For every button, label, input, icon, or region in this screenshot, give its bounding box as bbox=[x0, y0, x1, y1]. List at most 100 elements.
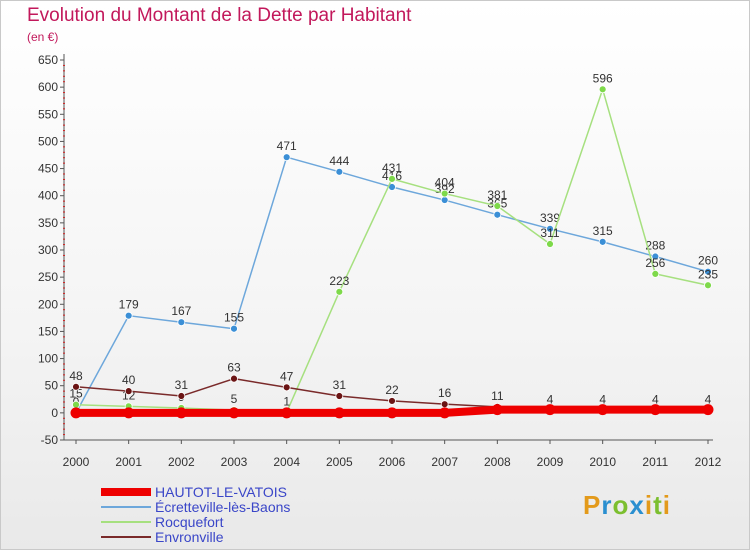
data-point bbox=[651, 269, 660, 278]
y-tick-label: 400 bbox=[38, 189, 58, 203]
data-point bbox=[440, 189, 449, 198]
y-tick-label: 550 bbox=[38, 107, 58, 121]
data-label: 31 bbox=[333, 378, 347, 392]
data-point bbox=[386, 407, 398, 419]
data-label: 311 bbox=[540, 226, 559, 240]
data-label: 5 bbox=[231, 392, 238, 406]
x-tick-label: 2000 bbox=[63, 455, 90, 469]
data-label: 16 bbox=[438, 386, 452, 400]
data-point bbox=[333, 407, 345, 419]
chart-title: Evolution du Montant de la Dette par Hab… bbox=[27, 5, 412, 26]
data-label: 15 bbox=[69, 387, 83, 401]
data-label: 404 bbox=[435, 176, 455, 190]
data-point bbox=[282, 383, 291, 392]
data-point bbox=[651, 252, 660, 261]
data-label: 431 bbox=[382, 161, 402, 175]
data-point bbox=[124, 311, 133, 320]
data-point bbox=[649, 404, 661, 416]
data-label: 155 bbox=[224, 311, 244, 325]
y-tick-label: 650 bbox=[38, 53, 58, 67]
data-point bbox=[546, 240, 554, 248]
data-label: 4 bbox=[547, 393, 554, 407]
data-label: 167 bbox=[171, 304, 191, 318]
data-point bbox=[704, 267, 712, 276]
x-tick-label: 2005 bbox=[326, 455, 353, 469]
x-tick-label: 2003 bbox=[221, 455, 248, 469]
x-tick-label: 2012 bbox=[695, 455, 722, 469]
data-label: 1 bbox=[283, 394, 290, 408]
x-tick-label: 2006 bbox=[379, 455, 406, 469]
data-point bbox=[493, 210, 502, 219]
y-tick-label: 150 bbox=[38, 324, 58, 338]
data-label: 256 bbox=[645, 256, 665, 270]
y-tick-label: 100 bbox=[38, 352, 58, 366]
data-point bbox=[546, 224, 554, 233]
x-tick-label: 2008 bbox=[484, 455, 511, 469]
data-label: 179 bbox=[119, 298, 139, 312]
legend-swatch bbox=[101, 521, 151, 523]
data-point bbox=[439, 407, 451, 419]
legend-label: Écretteville-lès-Baons bbox=[155, 499, 291, 515]
data-label: 339 bbox=[540, 211, 560, 225]
data-point bbox=[72, 400, 80, 409]
data-label: 4 bbox=[652, 393, 659, 407]
data-label: 31 bbox=[175, 378, 189, 392]
data-point bbox=[124, 387, 133, 396]
legend-swatch bbox=[101, 506, 151, 508]
proxiti-logo: Proxiti bbox=[583, 490, 671, 520]
data-label: 48 bbox=[69, 369, 83, 383]
data-label: 4 bbox=[705, 393, 712, 407]
data-point bbox=[704, 281, 712, 290]
x-tick-label: 2002 bbox=[168, 455, 195, 469]
x-tick-label: 2001 bbox=[115, 455, 142, 469]
x-tick-label: 2010 bbox=[589, 455, 616, 469]
data-point bbox=[598, 237, 607, 246]
data-point bbox=[230, 324, 238, 333]
y-tick-label: 300 bbox=[38, 243, 58, 257]
legend-swatch bbox=[101, 536, 151, 538]
data-label: 260 bbox=[698, 254, 718, 268]
y-tick-label: 600 bbox=[38, 80, 58, 94]
legend-label: Envronville bbox=[155, 529, 224, 545]
data-point bbox=[230, 374, 238, 383]
data-label: 63 bbox=[227, 361, 241, 375]
data-label: 471 bbox=[277, 139, 297, 153]
data-label: 223 bbox=[329, 274, 349, 288]
data-label: 596 bbox=[593, 71, 613, 85]
data-point bbox=[177, 392, 186, 400]
data-label: 315 bbox=[593, 224, 613, 238]
y-tick-label: 350 bbox=[38, 216, 58, 230]
y-tick-label: 0 bbox=[51, 406, 58, 420]
data-label: 22 bbox=[385, 383, 399, 397]
data-label: 40 bbox=[122, 373, 136, 387]
data-point bbox=[544, 404, 556, 416]
data-point bbox=[440, 400, 449, 409]
x-tick-label: 2007 bbox=[431, 455, 458, 469]
data-point bbox=[335, 287, 344, 296]
data-point bbox=[493, 202, 502, 210]
legend-swatch bbox=[101, 488, 151, 496]
y-tick-label: -50 bbox=[41, 433, 59, 447]
legend-label: Rocquefort bbox=[155, 514, 224, 530]
data-point bbox=[598, 85, 607, 94]
data-label: 47 bbox=[280, 369, 294, 383]
data-label: 288 bbox=[645, 239, 665, 253]
y-tick-label: 250 bbox=[38, 270, 58, 284]
x-tick-label: 2011 bbox=[642, 455, 668, 469]
data-point bbox=[72, 382, 80, 391]
data-point bbox=[388, 174, 396, 183]
series-line bbox=[75, 156, 709, 414]
data-point bbox=[440, 196, 449, 204]
y-tick-label: 450 bbox=[38, 162, 58, 176]
y-tick-label: 500 bbox=[38, 134, 58, 148]
series-line bbox=[75, 88, 709, 414]
data-point bbox=[123, 407, 135, 419]
x-tick-label: 2009 bbox=[537, 455, 564, 469]
data-label: 381 bbox=[487, 188, 507, 202]
unit-label: (en €) bbox=[27, 30, 59, 44]
y-tick-label: 200 bbox=[38, 297, 58, 311]
y-tick-label: 50 bbox=[45, 379, 59, 393]
data-point bbox=[388, 397, 396, 405]
